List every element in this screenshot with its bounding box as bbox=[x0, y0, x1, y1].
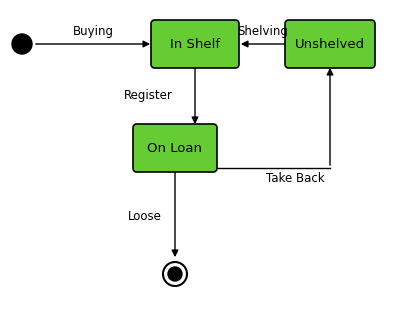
Text: Loose: Loose bbox=[128, 210, 162, 222]
Text: Unshelved: Unshelved bbox=[295, 38, 365, 51]
Circle shape bbox=[12, 34, 32, 54]
FancyBboxPatch shape bbox=[285, 20, 375, 68]
Circle shape bbox=[163, 262, 187, 286]
Text: Shelving: Shelving bbox=[238, 25, 288, 38]
Text: On Loan: On Loan bbox=[147, 142, 203, 155]
Text: In Shelf: In Shelf bbox=[170, 38, 220, 51]
FancyBboxPatch shape bbox=[151, 20, 239, 68]
Text: Take Back: Take Back bbox=[266, 172, 324, 185]
FancyBboxPatch shape bbox=[133, 124, 217, 172]
Text: Buying: Buying bbox=[72, 25, 113, 38]
Text: Register: Register bbox=[124, 89, 173, 102]
Circle shape bbox=[168, 267, 182, 281]
